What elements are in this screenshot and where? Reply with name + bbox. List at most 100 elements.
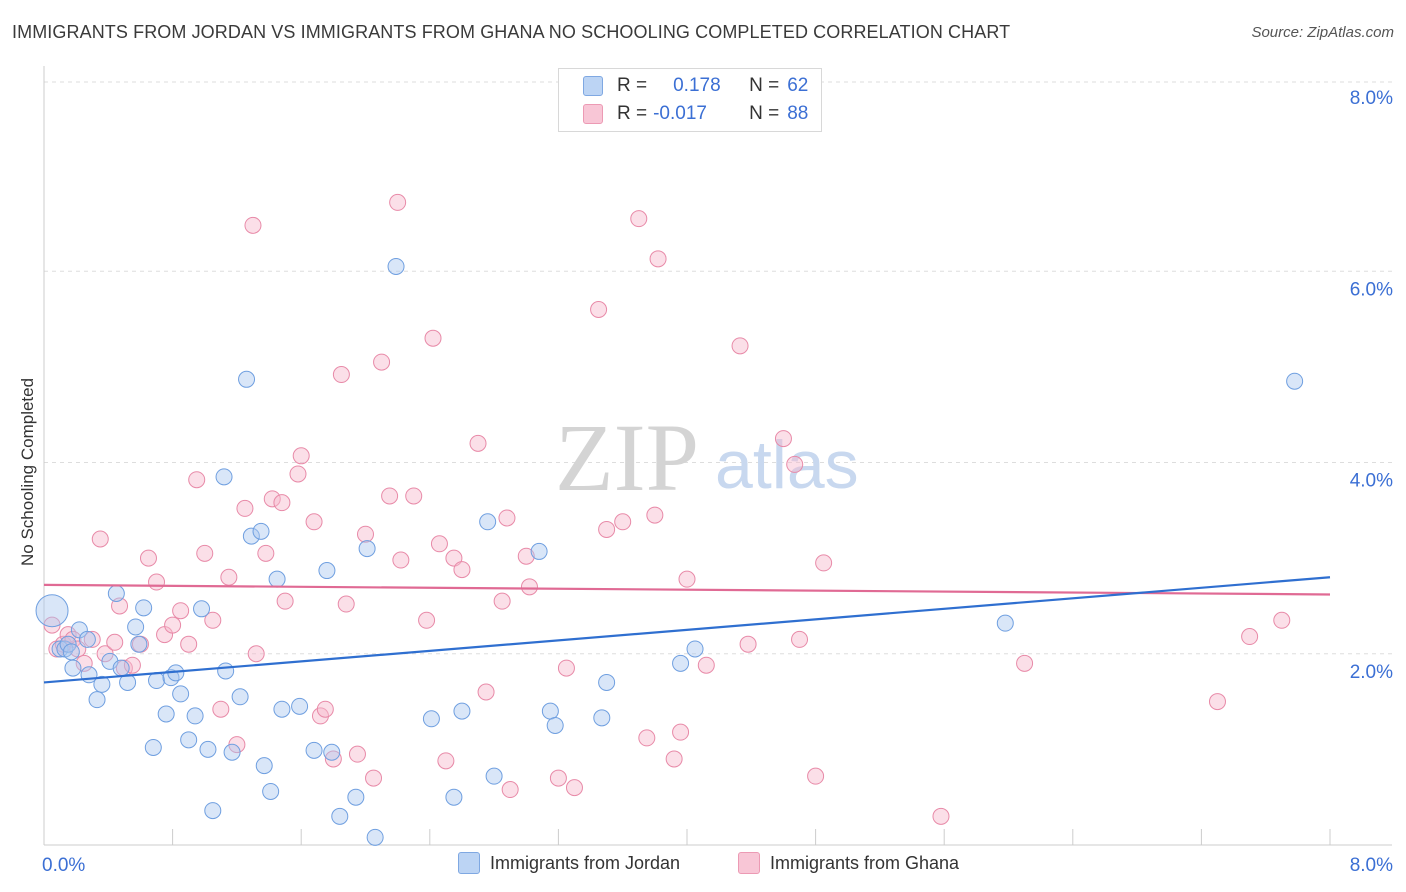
jordan-point bbox=[268, 570, 286, 588]
jordan-point bbox=[144, 738, 162, 756]
jordan-point bbox=[273, 700, 291, 718]
jordan-point bbox=[119, 673, 137, 691]
ghana-point bbox=[381, 487, 399, 505]
ghana-point bbox=[373, 353, 391, 371]
ghana-point bbox=[123, 656, 141, 674]
ghana-point bbox=[665, 750, 683, 768]
legend-r-value: 0.178 bbox=[673, 75, 721, 96]
y-axis-label: No Schooling Completed bbox=[18, 377, 37, 566]
jordan-point bbox=[112, 659, 130, 677]
ghana-point bbox=[212, 700, 230, 718]
axes bbox=[43, 66, 1392, 846]
trend-lines bbox=[43, 576, 1331, 684]
jordan-point bbox=[347, 788, 365, 806]
legend-row-jordan: R = 0.178 N = 62 bbox=[583, 73, 808, 99]
ghana-point bbox=[501, 781, 519, 799]
jordan-point bbox=[479, 513, 497, 531]
ghana-point bbox=[316, 700, 334, 718]
y-tick-label: 8.0% bbox=[1350, 88, 1393, 109]
bottom-legend-jordan: Immigrants from Jordan bbox=[458, 852, 680, 874]
ghana-trend-line bbox=[43, 583, 1331, 596]
ghana-point bbox=[630, 210, 648, 228]
ghana-point bbox=[498, 509, 516, 527]
ghana-swatch bbox=[738, 852, 760, 874]
legend-r-value: -0.017 bbox=[653, 103, 707, 124]
legend-n-value: 88 bbox=[787, 103, 809, 124]
jordan-point bbox=[223, 743, 241, 761]
ghana-point bbox=[469, 434, 487, 452]
jordan-point bbox=[88, 691, 106, 709]
ghana-point bbox=[263, 490, 281, 508]
jordan-point bbox=[51, 640, 69, 658]
ghana-point bbox=[557, 659, 575, 677]
jordan-point bbox=[996, 614, 1014, 632]
ghana-point bbox=[614, 513, 632, 531]
jordan-point bbox=[358, 540, 376, 558]
legend-n-value: 62 bbox=[787, 75, 809, 96]
ghana-point bbox=[649, 250, 667, 268]
ghana-point bbox=[292, 447, 310, 465]
ghana-point bbox=[305, 513, 323, 531]
jordan-swatch bbox=[458, 852, 480, 874]
ghana-point bbox=[1016, 654, 1034, 672]
ghana-point bbox=[247, 645, 265, 663]
ghana-point bbox=[418, 611, 436, 629]
ghana-point bbox=[244, 216, 262, 234]
ghana-point bbox=[405, 487, 423, 505]
jordan-point bbox=[598, 673, 616, 691]
ghana-point bbox=[638, 729, 656, 747]
ghana-point bbox=[289, 465, 307, 483]
jordan-point bbox=[107, 585, 125, 603]
ghana-point bbox=[1208, 693, 1226, 711]
ghana-swatch bbox=[583, 104, 603, 124]
y-tick-label: 4.0% bbox=[1350, 471, 1393, 492]
ghana-point bbox=[590, 301, 608, 318]
ghana-point bbox=[437, 752, 455, 770]
jordan-point bbox=[453, 702, 471, 720]
jordan-point bbox=[93, 675, 111, 693]
jordan-point bbox=[127, 618, 145, 636]
ghana-point bbox=[348, 745, 366, 763]
ghana-point bbox=[276, 592, 294, 610]
ghana-point bbox=[646, 506, 664, 524]
ghana-point bbox=[357, 525, 374, 543]
jordan-point bbox=[204, 802, 222, 820]
ghana-point bbox=[598, 520, 616, 538]
ghana-point bbox=[83, 630, 101, 648]
jordan-point bbox=[445, 788, 463, 806]
legend: R = 0.178 N = 62 R = -0.017 N = 88 bbox=[558, 68, 822, 132]
y-tick-label: 2.0% bbox=[1350, 662, 1393, 683]
ghana-point bbox=[220, 568, 238, 586]
jordan-series bbox=[35, 257, 1304, 846]
ghana-point bbox=[731, 337, 749, 355]
ghana-point bbox=[453, 561, 471, 579]
ghana-point bbox=[807, 767, 825, 785]
bottom-legend-ghana-label: Immigrants from Ghana bbox=[770, 852, 960, 873]
ghana-point bbox=[257, 544, 275, 562]
x-tick-label: 8.0% bbox=[1350, 855, 1393, 876]
jordan-point bbox=[255, 757, 273, 775]
jordan-point bbox=[157, 705, 175, 723]
jordan-point bbox=[231, 688, 249, 706]
bottom-legend-jordan-label: Immigrants from Jordan bbox=[490, 852, 681, 873]
ghana-point bbox=[815, 554, 833, 572]
ghana-point bbox=[148, 573, 166, 591]
ghana-point bbox=[932, 807, 950, 825]
jordan-point bbox=[180, 731, 198, 749]
jordan-point bbox=[387, 257, 405, 275]
ghana-point bbox=[430, 535, 448, 553]
y-tick-label: 6.0% bbox=[1350, 279, 1393, 300]
ghana-point bbox=[477, 683, 495, 701]
chart-title: IMMIGRANTS FROM JORDAN VS IMMIGRANTS FRO… bbox=[12, 22, 1011, 42]
tick-labels: 2.0% 4.0% 6.0% 8.0% 0.0% 8.0% bbox=[42, 88, 1393, 876]
ghana-point bbox=[392, 551, 410, 569]
ghana-point bbox=[565, 779, 583, 797]
y-axis-label-wrap: No Schooling Completed bbox=[18, 378, 38, 567]
jordan-point bbox=[422, 710, 440, 728]
jordan-point bbox=[530, 542, 548, 560]
legend-r-label: R = bbox=[617, 75, 648, 96]
ghana-point bbox=[786, 455, 804, 473]
legend-n-label: N = bbox=[749, 103, 780, 124]
ghana-point bbox=[678, 570, 696, 588]
